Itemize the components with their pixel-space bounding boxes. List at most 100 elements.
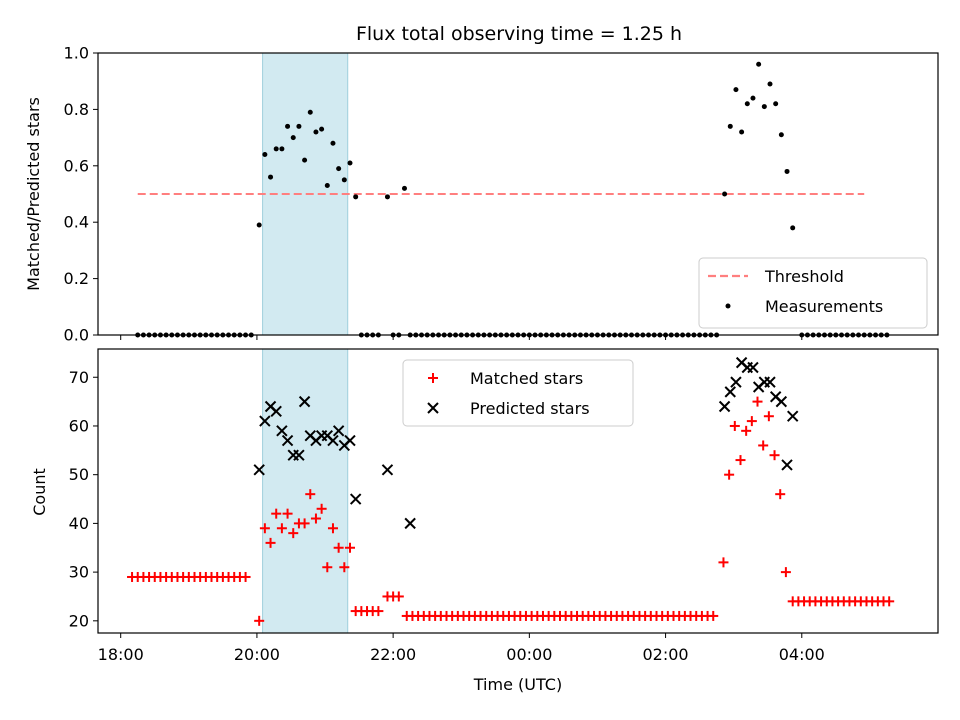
matched-star-point [393, 591, 404, 602]
measurement-point [307, 109, 313, 115]
predicted-star-point [381, 464, 394, 476]
measurement-point [756, 61, 762, 67]
matched-star-point [373, 606, 384, 617]
measurement-point [347, 160, 353, 166]
matched-star-point [254, 615, 265, 626]
matched-star-point [305, 489, 316, 500]
measurement-point [744, 101, 750, 107]
bottom-y-tick-label: 40 [69, 514, 89, 533]
measurement-point [279, 146, 285, 152]
predicted-star-point [281, 434, 294, 447]
predicted-star-point [270, 405, 282, 418]
measurement-point [336, 166, 342, 172]
bottom-y-ticks: 20 30 40 50 60 70 [69, 368, 98, 630]
chart-title: Flux total observing time = 1.25 h [356, 23, 682, 45]
predicted-star-point [276, 425, 288, 437]
top-y-tick-label: 0.8 [64, 100, 89, 119]
matched-star-point [240, 571, 251, 582]
measurement-point [330, 140, 336, 146]
bottom-y-tick-label: 60 [69, 416, 89, 435]
matched-star-point [752, 396, 763, 407]
measurement-point [790, 225, 796, 231]
measurement-point [313, 129, 319, 135]
measurement-point [401, 185, 407, 191]
bottom-x-ticks: 18:00 20:00 22:00 00:00 02:00 04:00 [98, 633, 825, 664]
x-tick-label: 18:00 [98, 645, 144, 664]
measurement-point [750, 95, 756, 101]
top-panel: Flux total observing time = 1.25 h 0.00.… [24, 23, 939, 345]
matched-star-point [884, 596, 895, 607]
matched-star-point [741, 425, 752, 436]
top-legend: Threshold Measurements [698, 257, 928, 329]
measurement-point [262, 152, 268, 158]
bottom-y-tick-label: 30 [69, 563, 89, 582]
predicted-star-point [775, 395, 788, 408]
bottom-plot-frame [97, 348, 939, 634]
predicted-star-point [781, 459, 793, 471]
matched-star-point [729, 420, 740, 431]
matched-star-point [282, 508, 293, 519]
x-tick-label: 20:00 [234, 645, 280, 664]
top-plot-frame [97, 52, 939, 336]
top-y-tick-label: 0.6 [64, 156, 89, 175]
matched-star-point [724, 469, 735, 480]
matched-star-point [339, 562, 350, 573]
predicted-star-point [730, 376, 742, 388]
legend-matched-swatch [428, 373, 438, 383]
predicted-star-point [747, 361, 759, 374]
bottom-y-tick-label: 20 [69, 611, 89, 630]
matched-star-point [780, 567, 791, 578]
matched-star-point [265, 537, 276, 548]
measurement-point [302, 157, 308, 163]
matched-star-point [322, 562, 333, 573]
measurement-point [341, 177, 347, 183]
x-tick-label: 04:00 [779, 645, 825, 664]
predicted-star-point [404, 517, 416, 530]
measurement-point [778, 132, 784, 138]
predicted-star-point [253, 464, 265, 476]
matched-star-point [310, 513, 321, 524]
legend-measurements-swatch [725, 303, 731, 309]
matched-star-point [271, 508, 282, 519]
x-axis-label: Time (UTC) [473, 675, 562, 694]
top-legend-box [698, 257, 928, 329]
bottom-shaded-span-group [262, 348, 349, 634]
bottom-y-tick-label: 50 [69, 465, 89, 484]
predicted-star-point [786, 410, 799, 422]
predicted-star-point [349, 493, 362, 505]
bottom-predicted-points-group [253, 356, 799, 530]
measurement-point [727, 123, 733, 129]
top-y-tick-label: 1.0 [64, 44, 89, 63]
measurement-point [324, 183, 330, 189]
measurement-point [767, 81, 773, 87]
matched-star-point [299, 518, 310, 529]
top-y-axis-label: Matched/Predicted stars [24, 97, 43, 291]
matched-star-point [718, 557, 729, 568]
matched-star-point [746, 416, 757, 427]
predicted-star-point [718, 400, 731, 413]
legend-measurements-label: Measurements [765, 297, 883, 316]
measurement-point [384, 194, 390, 200]
matched-star-point [775, 489, 786, 500]
measurement-point [285, 123, 291, 129]
top-y-tick-label: 0.4 [64, 213, 89, 232]
matched-star-point [333, 542, 344, 553]
measurement-point [273, 146, 279, 152]
predicted-star-point [764, 376, 776, 388]
x-tick-label: 00:00 [506, 645, 552, 664]
legend-matched-label: Matched stars [470, 369, 583, 388]
measurement-point [773, 101, 779, 107]
matched-star-point [763, 411, 774, 422]
measurement-point [353, 194, 359, 200]
predicted-star-point [724, 386, 736, 398]
predicted-star-point [344, 434, 356, 447]
predicted-star-point [327, 434, 339, 447]
measurement-point [733, 87, 739, 93]
measurement-point [319, 126, 325, 132]
matched-star-point [735, 455, 746, 466]
matched-star-point [288, 528, 299, 539]
shaded-observing-span [262, 348, 349, 634]
matched-star-point [708, 610, 719, 621]
measurement-point [256, 222, 262, 228]
